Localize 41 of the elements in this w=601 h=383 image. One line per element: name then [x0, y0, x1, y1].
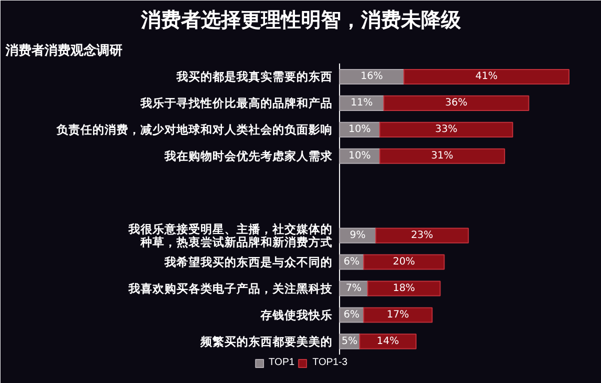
y-tick-label: 我希望我买的东西是与众不同的	[164, 255, 333, 270]
data-label: 9%	[350, 230, 366, 242]
data-label: 10%	[348, 150, 371, 162]
data-label: 6%	[344, 256, 360, 268]
bar	[379, 122, 514, 138]
y-tick-label: 我很乐意接受明星、主播，社交媒体的种草，热衷尝试新品牌和新消费方式	[128, 222, 333, 250]
data-label: 36%	[445, 98, 468, 109]
bar	[367, 280, 441, 296]
y-tick-label: 我乐于寻找性价比最高的品牌和产品	[140, 96, 333, 110]
chart-title: 消费者选择更理性明智，消费未降级	[140, 8, 462, 32]
y-tick-label: 存钱使我快乐	[260, 308, 333, 322]
bar	[339, 68, 404, 85]
bar	[363, 307, 433, 323]
legend-label: TOP1	[268, 357, 295, 368]
y-tick-label: 我喜欢购买各类电子产品，关注黑科技	[128, 282, 334, 296]
y-tick-label: 负责任的消费，减少对地球和对人类社会的负面影响	[56, 122, 333, 137]
bar	[403, 68, 570, 85]
data-label: 10%	[348, 124, 371, 136]
y-tick-label: 频繁买的东西都要美美的	[200, 334, 333, 348]
data-label: 33%	[435, 124, 458, 136]
text: 消费者消费观念调研	[4, 44, 122, 58]
data-label: 16%	[360, 71, 383, 82]
data-label: 5%	[342, 336, 358, 347]
bar	[383, 95, 530, 111]
data-label: 23%	[410, 230, 434, 242]
y-tick-label: 我在购物时会优先考虑家人需求	[164, 149, 334, 164]
data-label: 17%	[386, 309, 410, 320]
bar	[359, 334, 417, 350]
data-label: 20%	[392, 256, 416, 268]
data-label: 14%	[376, 336, 399, 347]
data-label: 31%	[431, 150, 454, 162]
data-label: 41%	[475, 71, 498, 82]
data-label: 7%	[346, 283, 362, 294]
bar	[379, 148, 506, 164]
data-label: 11%	[350, 98, 373, 109]
legend-label: TOP1-3	[312, 357, 348, 368]
data-label: 6%	[344, 309, 360, 320]
y-tick-label: 我买的都是我真实需要的东西	[176, 70, 333, 84]
bar	[363, 254, 445, 270]
bar	[375, 228, 469, 244]
data-label: 18%	[392, 283, 416, 294]
